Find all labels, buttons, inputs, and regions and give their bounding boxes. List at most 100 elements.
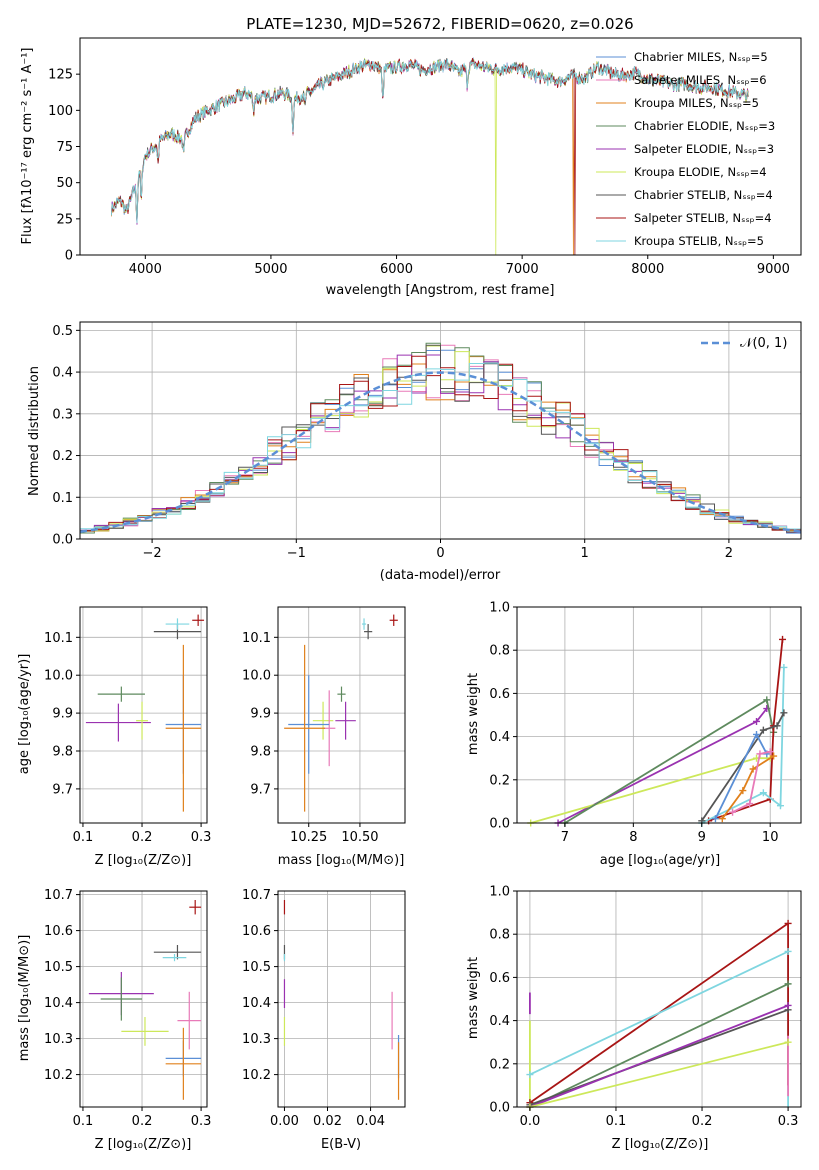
- spectrum-xlabel: wavelength [Angstrom, rest frame]: [326, 283, 555, 298]
- y-tick-label: 0.8: [489, 644, 510, 659]
- point-kroupa-stelib: [162, 954, 187, 962]
- y-tick-label: 9.8: [250, 745, 271, 760]
- y-tick-label: 10.7: [242, 888, 271, 903]
- legend-normal-label: 𝒩(0, 1): [740, 336, 787, 351]
- histogram-panel: −2 −1 0 1 2 0.0 0.1 0.2 0.3 0.4 0.5 (data-model)/e…: [27, 321, 802, 583]
- point-kroupa-elodie: [136, 701, 148, 740]
- weight-line-salpeter-miles: [732, 750, 771, 814]
- y-tick-label: 10.5: [242, 960, 271, 975]
- x-tick-label: 9000: [757, 262, 790, 277]
- y-tick-label: 0.6: [489, 971, 510, 986]
- x-tick-label: −2: [143, 546, 162, 561]
- y-tick-label: 10.1: [44, 631, 73, 646]
- point-kroupa-stelib: [361, 618, 367, 630]
- point-kroupa-stelib: [165, 618, 190, 630]
- y-tick-label: 10.7: [44, 888, 73, 903]
- weight-line-kroupa-elodie: [529, 1041, 789, 1108]
- x-tick-label: 10: [762, 830, 779, 845]
- weight-line-chabrier-stelib: [701, 712, 785, 822]
- weight-line-kroupa-stelib: [701, 667, 785, 824]
- weight-marker: [746, 800, 754, 808]
- plot-frame: [79, 890, 208, 1108]
- y-tick-label: 0.5: [52, 324, 73, 339]
- x-tick-label: 6000: [380, 262, 413, 277]
- y-tick-label: 10.3: [242, 1032, 271, 1047]
- y-tick-label: 10.6: [242, 924, 271, 939]
- x-tick-label: 0.1: [73, 830, 94, 845]
- spectrum-panel: PLATE=1230, MJD=52672, FIBERID=0620, z=0…: [20, 15, 802, 298]
- x-tick-label: 0.0: [520, 1114, 541, 1129]
- plot-frame: [79, 606, 208, 824]
- point-kroupa-miles: [165, 644, 202, 812]
- spectrum-line-kroupa-miles: [111, 58, 749, 256]
- mw-age-ylabel: mass weight: [466, 673, 481, 755]
- x-tick-label: 0.04: [356, 1114, 385, 1129]
- spectrum-title: PLATE=1230, MJD=52672, FIBERID=0620, z=0…: [246, 15, 633, 33]
- y-tick-label: 0.0: [489, 1101, 510, 1116]
- mass-ebv-xlabel: E(B-V): [321, 1137, 361, 1152]
- x-tick-label: 8000: [631, 262, 664, 277]
- y-tick-label: 10.0: [44, 669, 73, 684]
- mass-z-xlabel: Z [log₁₀(Z/Z⊙)]: [95, 1137, 192, 1152]
- y-tick-label: 100: [48, 104, 73, 119]
- point-chabrier-elodie: [97, 686, 145, 702]
- mass-weight-vs-age-panel: 7 8 9 10 0.0 0.2 0.4 0.6 0.8 1.0 age [log₁₀(age/y…: [466, 601, 802, 868]
- histogram-xlabel: (data-model)/error: [380, 568, 501, 583]
- weight-marker: [784, 1001, 792, 1009]
- spectrum-line-salpeter-stelib: [111, 57, 749, 256]
- point-kroupa-miles: [165, 1027, 202, 1100]
- weight-marker: [711, 815, 719, 823]
- x-tick-label: 0.2: [132, 830, 153, 845]
- weight-marker: [729, 808, 737, 816]
- mass-weight-vs-metallicity-panel: 0.0 0.1 0.2 0.3 0.0 0.2 0.4 0.6 0.8 1.0 Z [log₁₀(…: [466, 885, 802, 1152]
- point-chabrier-miles: [288, 675, 330, 774]
- age-vs-metallicity-panel: 0.1 0.2 0.3 9.7 9.8 9.9 10.0 10.1 Z [log₁₀(Z/Z⊙…: [17, 606, 211, 868]
- weight-marker: [756, 750, 764, 758]
- y-tick-label: 0: [65, 249, 73, 264]
- y-tick-label: 0.4: [52, 366, 73, 381]
- y-tick-label: 0.2: [489, 1057, 510, 1072]
- y-tick-label: 50: [56, 176, 73, 191]
- point-chabrier-elodie: [100, 977, 143, 1021]
- mw-age-xlabel: age [log₁₀(age/yr)]: [600, 853, 721, 868]
- y-tick-label: 0.6: [489, 687, 510, 702]
- y-tick-label: 10.2: [242, 1068, 271, 1083]
- x-tick-label: 10.50: [341, 830, 378, 845]
- y-tick-label: 9.9: [250, 707, 271, 722]
- legend-label-kroupa-miles: Kroupa MILES, Nₛₛₚ=5: [634, 96, 759, 110]
- point-salpeter-stelib: [389, 614, 398, 626]
- weight-line-salpeter-stelib: [708, 639, 784, 822]
- mass-vs-metallicity-panel: 0.1 0.2 0.3 10.2 10.3 10.4 10.5 10.6 10.7 Z [log…: [17, 888, 211, 1152]
- x-tick-label: 0.3: [778, 1114, 799, 1129]
- y-tick-label: 0.1: [52, 491, 73, 506]
- y-tick-label: 10.5: [44, 960, 73, 975]
- legend-label-kroupa-elodie: Kroupa ELODIE, Nₛₛₚ=4: [634, 165, 767, 179]
- legend-label-chabrier-stelib: Chabrier STELIB, Nₛₛₚ=4: [634, 188, 773, 202]
- point-salpeter-miles: [177, 991, 202, 1050]
- x-tick-label: −1: [287, 546, 306, 561]
- legend-label-salpeter-miles: Salpeter MILES, Nₛₛₚ=6: [634, 73, 767, 87]
- weight-line-kroupa-miles: [721, 755, 775, 820]
- weight-line-salpeter-elodie: [529, 1004, 789, 1108]
- plot-frame: [277, 606, 406, 824]
- histogram-kroupa-stelib: [79, 362, 801, 539]
- y-tick-label: 0.2: [489, 773, 510, 788]
- weight-marker: [759, 789, 767, 797]
- y-tick-label: 1.0: [489, 885, 510, 900]
- y-tick-label: 9.7: [250, 782, 271, 797]
- y-tick-label: 10.3: [44, 1032, 73, 1047]
- weight-marker: [780, 709, 788, 717]
- mw-z-ylabel: mass weight: [466, 957, 481, 1039]
- x-tick-label: 0.1: [73, 1114, 94, 1129]
- y-tick-label: 9.7: [52, 782, 73, 797]
- y-tick-label: 9.8: [52, 745, 73, 760]
- histogram-legend: 𝒩(0, 1): [701, 336, 787, 351]
- y-tick-label: 0.2: [52, 449, 73, 464]
- y-tick-label: 10.6: [44, 924, 73, 939]
- point-salpeter-elodie: [335, 701, 356, 740]
- weight-line-kroupa-elodie: [530, 757, 771, 824]
- weight-line-chabrier-stelib: [529, 1008, 789, 1106]
- y-tick-label: 75: [56, 140, 73, 155]
- normal-reference-curve: [79, 371, 802, 533]
